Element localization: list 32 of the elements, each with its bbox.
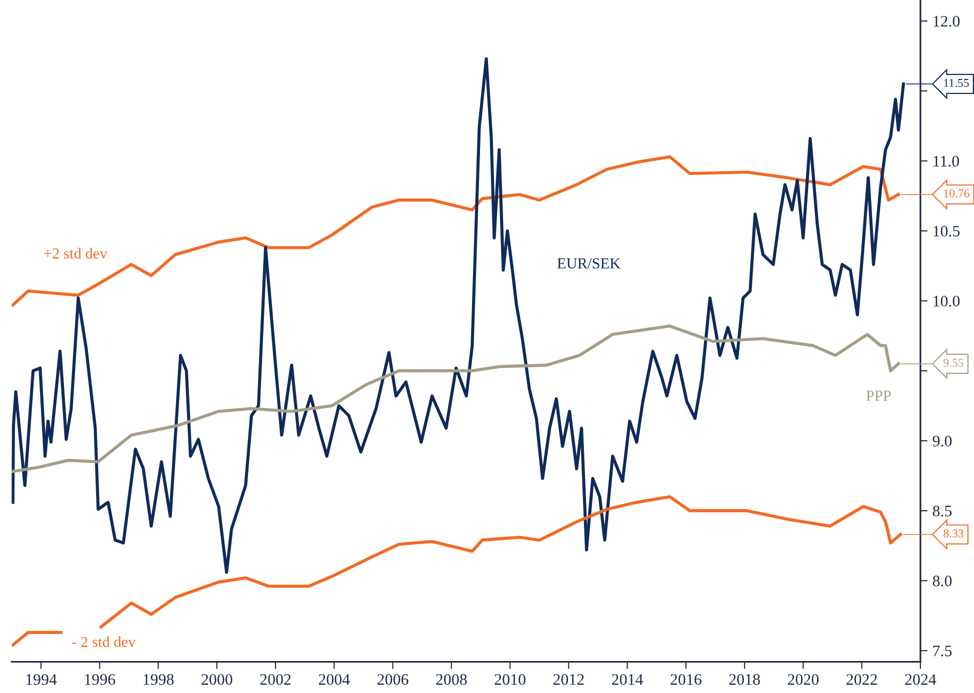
x-tick-label: 2024 <box>905 674 936 685</box>
x-tick-label: 2008 <box>436 674 467 685</box>
y-tick-label: 10.5 <box>934 226 960 237</box>
x-tick-label: 2000 <box>202 674 232 685</box>
y-tick-label: 11.0 <box>934 156 959 167</box>
x-tick-label: 2012 <box>553 674 584 685</box>
data-label: 11.55 <box>944 78 969 87</box>
x-tick-label: 2010 <box>494 674 526 685</box>
x-tick-label: 1996 <box>85 674 116 685</box>
x-tick-label: 2004 <box>318 674 350 685</box>
data-label: 8.33 <box>944 529 964 538</box>
x-tick-label: 2016 <box>670 674 702 685</box>
x-tick-label: 1998 <box>144 674 174 685</box>
y-tick-label: 10.0 <box>934 296 960 307</box>
series-label: +2 std dev <box>44 248 108 259</box>
x-tick-label: 2006 <box>378 674 408 685</box>
text: EUR/SEK <box>557 258 620 269</box>
y-tick-label: 9.0 <box>932 436 952 447</box>
series-label: - 2 std dev <box>72 636 136 648</box>
y-tick-label: 7.5 <box>933 646 952 656</box>
x-tick-label: 2020 <box>788 674 819 685</box>
y-tick-label: 12.0 <box>934 16 960 27</box>
data-label: 10.76 <box>944 189 970 198</box>
series-label: PPP <box>866 390 891 401</box>
y-tick-label: 8.0 <box>932 576 952 586</box>
x-tick-label: 1994 <box>26 674 57 685</box>
data-label: 9.55 <box>944 358 964 367</box>
x-tick-label: 2022 <box>846 674 877 685</box>
x-tick-label: 2014 <box>612 674 644 685</box>
y-tick-label: 8.5 <box>932 506 952 516</box>
x-tick-label: 2002 <box>260 674 291 685</box>
x-tick-label: 2018 <box>729 674 760 685</box>
